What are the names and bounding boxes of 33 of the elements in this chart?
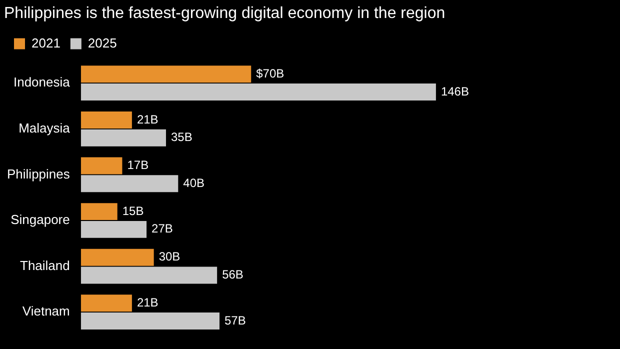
y-tick-label: Singapore [10,212,70,228]
data-label: 21B [136,112,158,126]
data-label: 56B [222,268,244,282]
bar [80,248,154,266]
bar [80,111,132,128]
data-label: 17B [127,158,149,172]
legend-label: 2021 [32,35,60,50]
data-label: 146B [440,84,469,98]
bar [80,312,220,330]
data-label: 40B [183,176,205,190]
bar [80,266,218,284]
y-tick-label: Philippines [7,166,70,182]
chart-title: Philippines is the fastest-growing digital economy in the region [4,5,446,22]
bar [80,220,147,238]
bar [80,157,122,174]
bar [80,175,178,192]
legend-label: 2025 [88,35,117,50]
data-label: $70B [256,66,284,80]
bar [80,84,436,101]
y-tick-label: Vietnam [22,304,70,319]
bar [80,203,118,220]
y-tick-label: Indonesia [13,74,71,90]
data-label: 57B [224,313,246,328]
bar [80,294,132,312]
bar [80,66,252,83]
y-tick-label: Malaysia [18,120,71,136]
data-label: 35B [170,130,192,144]
data-label: 15B [122,204,144,218]
data-label: 27B [152,222,173,236]
data-label: 21B [136,295,158,310]
y-tick-label: Thailand [20,258,70,273]
bar [80,129,166,146]
data-label: 30B [158,250,180,264]
